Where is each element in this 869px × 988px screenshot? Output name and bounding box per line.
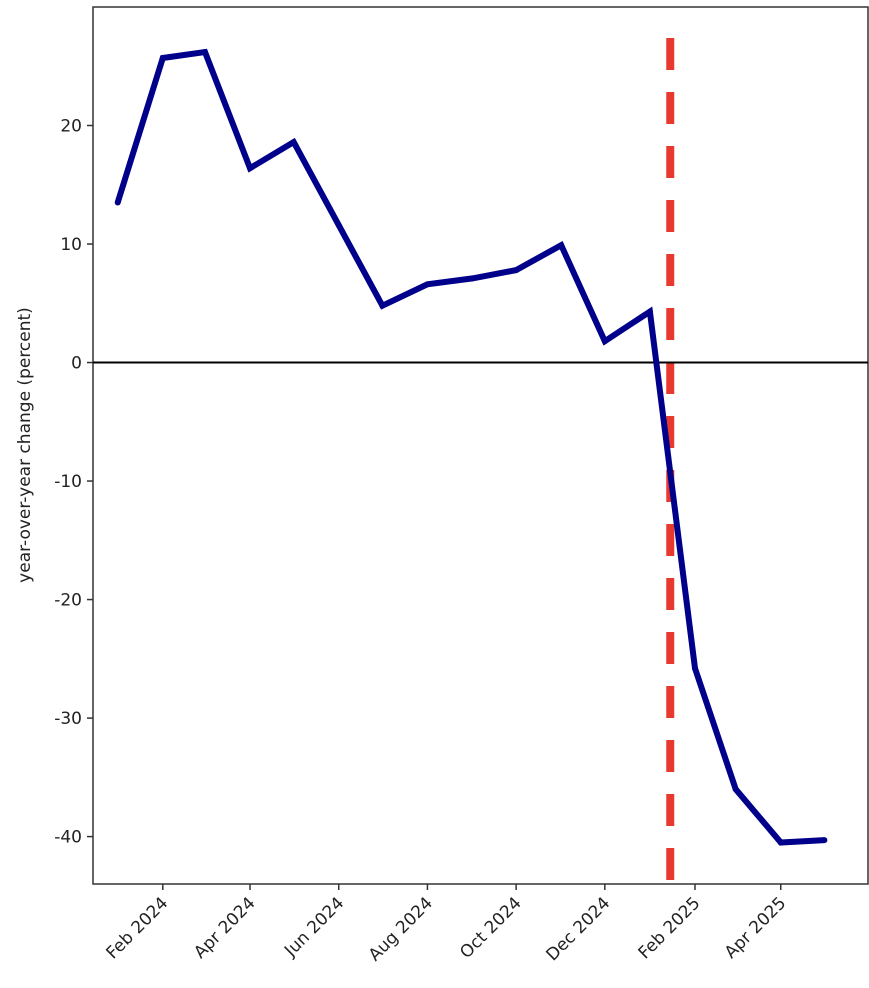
series-line [114,48,825,846]
series-point [114,199,121,206]
x-axis: Feb 2024 Apr 2024 Jun 2024 Aug 2024 Oct 2024… [102,884,790,965]
series-point [646,308,653,315]
y-tick-label: -20 [54,591,82,611]
series-point [821,837,828,844]
y-tick-label: -30 [54,709,82,729]
reference-lines [93,38,868,884]
y-axis: 20 10 0 -10 -20 -30 -40 [54,117,93,848]
x-tick-label: Dec 2024 [543,893,615,965]
y-tick-label: 10 [60,235,82,255]
series-point [290,139,297,146]
x-tick-label: Feb 2024 [102,893,172,963]
x-tick-label: Feb 2025 [635,893,705,963]
series-point [469,275,476,282]
y-tick-label: 0 [71,354,82,374]
series-point [777,839,784,846]
y-axis-label: year-over-year change (percent) [15,307,35,583]
series-point [513,267,520,274]
series-point [558,242,565,249]
y-tick-label: -40 [54,828,82,848]
x-tick-label: Apr 2025 [721,893,790,962]
y-tick-label: -10 [54,472,82,492]
x-tick-label: Apr 2024 [190,893,259,962]
series-point [424,281,431,288]
series-point [159,54,166,61]
plot-panel-border [92,6,869,885]
series-point [379,302,386,309]
x-tick-label: Aug 2024 [365,893,437,965]
series-point [201,49,208,56]
series-point [691,665,698,672]
series-point [335,222,342,229]
series-point [247,165,254,172]
x-tick-label: Oct 2024 [456,893,525,962]
series-layer [114,48,828,846]
y-tick-label: 20 [60,117,82,137]
series-point [732,786,739,793]
series-point [601,338,608,345]
x-tick-label: Jun 2024 [280,893,348,961]
